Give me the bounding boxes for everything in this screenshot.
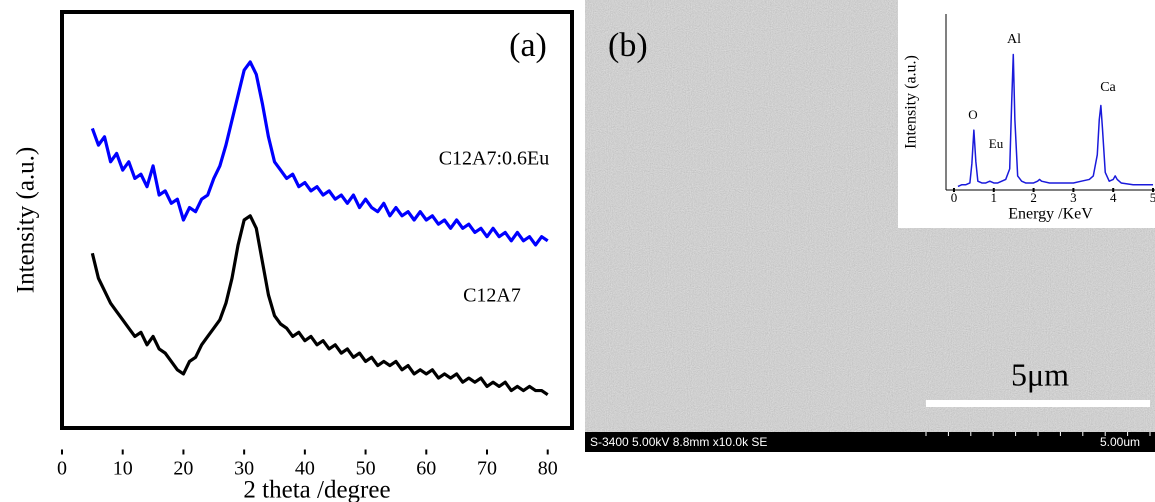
info-bar <box>585 432 1155 452</box>
x-tick-label: 2 <box>1030 190 1037 205</box>
chart: 0 10 20 30 40 50 60 70 80 2 theta /degree Intensit… <box>13 27 558 502</box>
x-tick-label: 80 <box>538 458 558 480</box>
annotation: C12A7:0.6Eu <box>439 148 550 170</box>
data-line <box>90 214 549 397</box>
info-scale-ticks <box>925 432 1151 436</box>
x-tick-label: 1 <box>991 190 998 205</box>
x-tick-label: 30 <box>234 458 254 480</box>
chart: 0 1 2 3 4 5 Energy /KeV Intensity (a.u.) O Eu Al Ca <box>903 14 1155 223</box>
annotation: Al <box>1007 32 1021 47</box>
info-text: S-3400 5.00kV 8.8mm x10.0k SE <box>590 435 767 449</box>
annotation: C12A7 <box>463 285 521 307</box>
x-tick-label: 0 <box>57 458 67 480</box>
x-tick-label: 20 <box>173 458 193 480</box>
y-axis-label: Intensity (a.u.) <box>903 55 920 149</box>
x-tick-label: 3 <box>1070 190 1077 205</box>
annotation: (a) <box>509 27 547 64</box>
scale-bar <box>926 400 1150 407</box>
x-tick-label: 50 <box>356 458 376 480</box>
data-line <box>957 53 1154 188</box>
x-tick-label: 60 <box>416 458 436 480</box>
panel-label: (b) <box>608 27 648 64</box>
x-tick-label: 0 <box>951 190 958 205</box>
x-tick-label: 70 <box>477 458 497 480</box>
x-tick-label: 10 <box>113 458 133 480</box>
x-axis-label: 2 theta /degree <box>243 477 390 502</box>
x-tick-label: 4 <box>1110 190 1117 205</box>
annotation: Eu <box>989 136 1004 151</box>
x-tick-label: 5 <box>1150 190 1155 205</box>
scale-bar-label: 5μm <box>1011 356 1069 392</box>
x-tick-label: 40 <box>295 458 315 480</box>
data-line <box>90 60 549 247</box>
annotation: Ca <box>1100 80 1116 95</box>
x-axis-label: Energy /KeV <box>1008 206 1093 223</box>
info-scale: 5.00um <box>1100 435 1140 449</box>
annotation: O <box>968 107 977 122</box>
panel-frame <box>60 10 574 430</box>
y-axis-label: Intensity (a.u.) <box>13 147 40 293</box>
